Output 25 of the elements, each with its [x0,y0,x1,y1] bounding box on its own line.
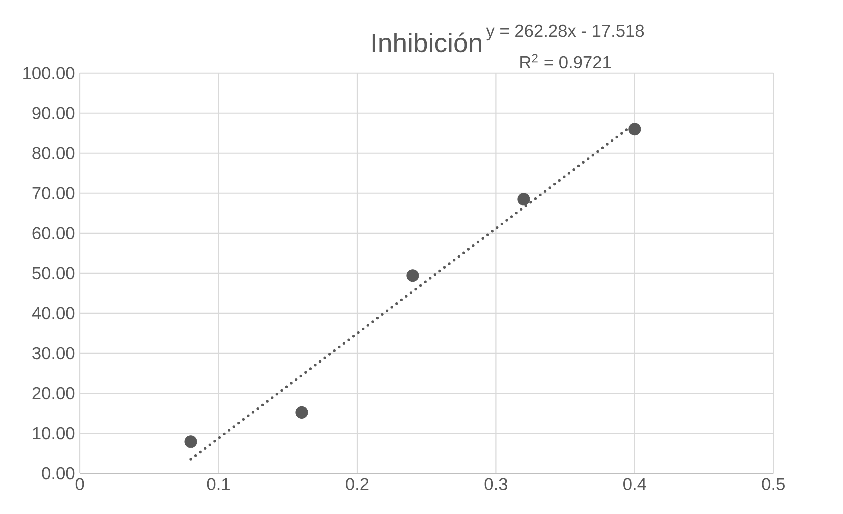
y-tick-label: 100.00 [24,67,75,80]
x-tick-label: 0.5 [762,478,785,491]
x-tick-label: 0.1 [207,478,230,491]
y-tick-label: 90.00 [32,107,75,120]
y-tick-label: 50.00 [32,268,75,280]
x-tick-label: 0 [76,478,84,491]
y-tick-label: 20.00 [32,388,75,400]
y-tick-label: 0.00 [42,468,75,480]
point [296,406,308,420]
y-tick-label: 70.00 [32,187,75,200]
text: R$^{2}$ = 0.9721 [520,54,612,69]
y-tick-label: 80.00 [32,147,75,160]
x-tick-label: 0.2 [346,478,369,491]
point [406,270,420,282]
y-tick-label: 60.00 [32,228,75,240]
y-tick-label: 30.00 [32,348,75,360]
chart-title: Inhibición [372,32,482,53]
point [518,193,530,206]
y-tick-label: 40.00 [32,308,75,320]
x-tick-label: 0.3 [484,478,508,491]
point [628,123,642,136]
point [184,436,198,448]
y-tick-label: 10.00 [33,428,75,440]
text: y = 262.28x - 17.518 [486,25,644,41]
x-tick-label: 0.4 [624,478,646,491]
